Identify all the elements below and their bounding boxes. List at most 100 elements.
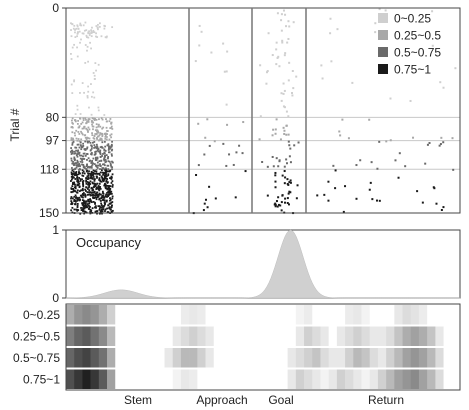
raster-dot: [70, 200, 73, 203]
raster-dot: [96, 131, 99, 133]
raster-dot: [108, 207, 111, 210]
raster-dot: [89, 199, 92, 202]
raster-dot: [103, 156, 106, 159]
raster-dot: [72, 190, 74, 193]
heatmap-cell: [402, 326, 412, 346]
raster-dot: [106, 188, 109, 191]
raster-dot: [76, 55, 79, 58]
heatmap-cell: [304, 369, 313, 389]
raster-dot: [81, 158, 84, 160]
raster-dot: [274, 171, 277, 174]
raster-dot: [88, 170, 90, 173]
raster-dot: [81, 202, 84, 205]
raster-dot: [111, 173, 114, 176]
raster-dot: [284, 176, 287, 179]
raster-dot: [202, 209, 205, 212]
raster-dot: [75, 162, 78, 164]
raster-dot: [83, 134, 86, 137]
heatmap-cell: [320, 369, 329, 389]
raster-dot: [265, 82, 268, 85]
raster-dot: [99, 180, 102, 183]
raster-dot: [99, 164, 102, 167]
raster-dot: [91, 159, 94, 162]
heatmap-cell: [427, 305, 436, 325]
raster-dot: [77, 119, 80, 122]
raster-dot: [84, 194, 87, 197]
heatmap-cell: [213, 305, 223, 325]
raster-dot: [99, 163, 101, 166]
raster-dot: [79, 179, 82, 182]
raster-dot: [103, 201, 106, 204]
raster-dot: [104, 145, 107, 148]
raster-dot: [101, 210, 104, 213]
heatmap-cell: [287, 305, 297, 325]
raster-dot: [84, 202, 87, 205]
raster-dot: [284, 52, 287, 55]
raster-dot: [90, 95, 93, 98]
raster-dot: [73, 198, 76, 201]
raster-dot: [277, 203, 280, 206]
heatmap-cell: [180, 369, 190, 389]
raster-dot: [83, 172, 86, 175]
raster-dot: [103, 196, 106, 199]
heatmap-cell: [279, 305, 288, 325]
raster-dot: [110, 122, 112, 125]
raster-dot: [91, 177, 94, 180]
raster-dot: [85, 165, 88, 168]
raster-dot: [78, 164, 81, 167]
legend-label: 0.25~0.5: [394, 29, 441, 43]
raster-dot: [73, 132, 76, 134]
raster-dot: [101, 141, 104, 144]
raster-dot: [89, 41, 91, 44]
raster-dot: [275, 157, 278, 160]
raster-dot: [95, 159, 98, 162]
raster-dot: [74, 119, 76, 122]
raster-dot: [287, 183, 290, 186]
raster-dot: [107, 160, 110, 163]
heatmap-cell: [451, 369, 461, 389]
raster-dot: [426, 143, 429, 146]
heatmap-cell: [402, 305, 412, 325]
heatmap-cell: [230, 305, 239, 325]
raster-dot: [89, 194, 92, 197]
raster-dot: [89, 149, 92, 152]
raster-dot: [286, 41, 289, 44]
raster-dot: [77, 131, 80, 133]
raster-dot: [103, 163, 105, 166]
raster-dot: [73, 156, 76, 159]
raster-dot: [92, 128, 94, 131]
raster-dot: [97, 63, 100, 66]
raster-dot: [98, 208, 101, 211]
heatmap-cell: [66, 348, 75, 368]
heatmap-cell: [410, 326, 420, 346]
raster-dot: [280, 209, 283, 212]
raster-dot: [272, 128, 275, 131]
raster-dot: [321, 77, 324, 80]
raster-dot: [81, 163, 83, 166]
raster-dot: [283, 106, 286, 109]
raster-dot: [105, 175, 108, 178]
raster-dot: [104, 172, 107, 174]
raster-dot: [84, 62, 87, 64]
heatmap-cell: [246, 369, 256, 389]
heatmap-cell: [131, 348, 141, 368]
raster-dot: [71, 169, 74, 172]
raster-dot: [89, 200, 91, 203]
raster-dot: [72, 27, 75, 30]
raster-dot: [99, 156, 102, 158]
raster-dot: [99, 179, 102, 182]
heatmap-cell: [427, 348, 436, 368]
raster-dot: [107, 147, 110, 150]
raster-panel: 0 80 97 118 150 Trial # 0~0.25 0.25~0.5 0.5~0.…: [8, 1, 461, 220]
raster-dot: [94, 210, 97, 213]
raster-dot: [74, 200, 77, 203]
raster-dot: [81, 172, 84, 174]
raster-dot: [77, 138, 80, 140]
raster-dot: [109, 202, 112, 205]
raster-dot: [292, 87, 295, 90]
raster-dot: [85, 127, 88, 130]
raster-dot: [289, 179, 292, 182]
raster-dot: [90, 144, 92, 147]
raster-dot: [287, 37, 290, 40]
heatmap-cells: [66, 305, 461, 389]
